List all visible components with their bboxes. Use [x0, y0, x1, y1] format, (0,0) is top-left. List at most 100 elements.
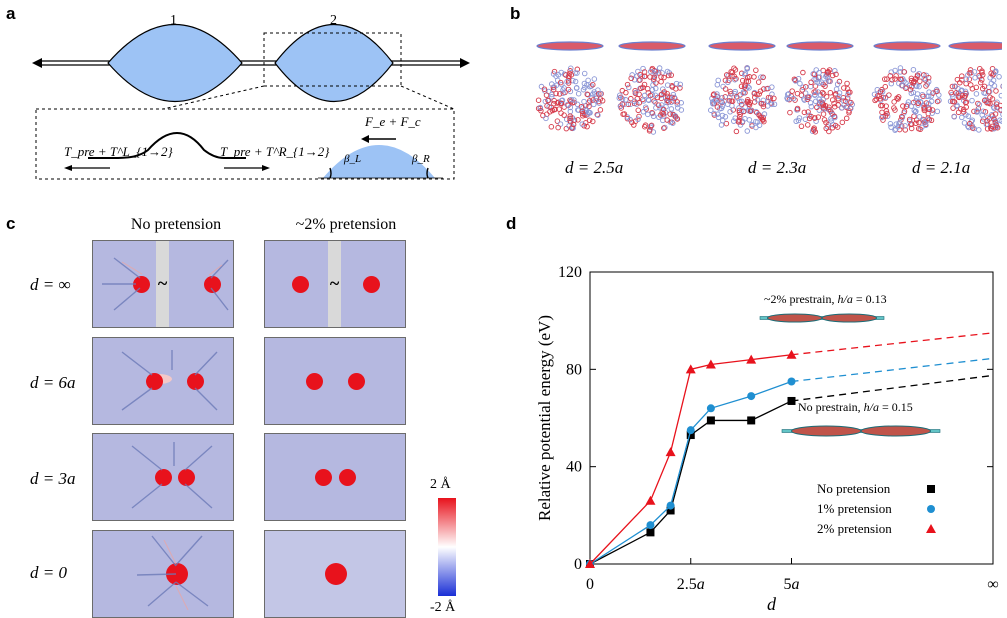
left-tension-label: T_pre + T^L_{1→2}: [64, 144, 173, 159]
bubble: [133, 276, 150, 293]
energy-chart: 0 40 80 120 0 2.5a 5a ∞ d Relative potential ener…: [535, 264, 999, 614]
bubble: [187, 373, 204, 390]
bubble-1-label: 1: [170, 13, 177, 28]
series-dashed-extension: [791, 332, 994, 356]
force-label: F_e + F_c: [365, 114, 421, 129]
panel-d-letter: d: [506, 214, 517, 233]
inset-no-prestrain: [781, 425, 941, 437]
strain-map-inf-2pct: ~: [264, 240, 406, 328]
bubble-top-view: [947, 65, 1002, 133]
separation-label-3: d = 2.1a: [912, 158, 971, 177]
y-tick-label: 80: [566, 361, 582, 378]
beta-left-label: β_L: [344, 153, 362, 165]
bubble: [155, 469, 172, 486]
colorbar-max-label: 2 Å: [430, 477, 451, 492]
bubble-2-label: 2: [330, 13, 337, 28]
row-label-inf: d = ∞: [30, 275, 71, 294]
legend-marker: [927, 505, 935, 513]
strain-map-6a-no-pretension: [92, 337, 234, 425]
bubble: [325, 563, 347, 585]
inset-label-none: No prestrain, h/a = 0.15: [798, 400, 913, 414]
data-point: [747, 416, 756, 425]
y-tick-label: 40: [566, 459, 582, 476]
gap-tilde: ~: [329, 273, 340, 293]
bubble-top-view: [616, 65, 685, 135]
x-tick-label: 5a: [784, 576, 800, 593]
data-point: [787, 396, 796, 405]
legend-label: 2% pretension: [817, 521, 892, 536]
bubble-top-view: [784, 67, 855, 135]
panel-a-diagram: [32, 23, 470, 180]
inset-2pct-prestrain: [759, 313, 885, 323]
x-axis-label: d: [767, 594, 777, 614]
row-label-6a: d = 6a: [30, 373, 76, 392]
membrane-side-view: [948, 41, 1002, 51]
data-point: [747, 392, 756, 401]
column-header-2pct-pretension: ~2% pretension: [295, 216, 397, 233]
strain-map-3a-2pct: [264, 433, 406, 521]
data-point: [786, 349, 797, 359]
y-tick-label: 120: [558, 264, 582, 281]
bubble: [339, 469, 356, 486]
data-point: [645, 495, 656, 505]
strain-map-3a-no-pretension: [92, 433, 234, 521]
data-point: [706, 404, 715, 413]
panel-c-letter: c: [6, 214, 16, 233]
legend-label: 1% pretension: [817, 501, 892, 516]
data-point: [686, 426, 695, 435]
data-point: [665, 447, 676, 457]
series-line: [589, 354, 792, 565]
bubble: [363, 276, 380, 293]
bubble-top-view: [535, 65, 606, 132]
bubble: [348, 373, 365, 390]
bubble-top-view: [708, 65, 778, 135]
bubble: [146, 373, 163, 390]
data-point: [787, 377, 796, 386]
series-line: [589, 400, 792, 565]
legend-marker: [927, 485, 935, 493]
membrane-side-view: [786, 41, 854, 51]
x-tick-label: ∞: [987, 576, 998, 593]
legend-marker: [926, 524, 936, 533]
strain-map-0-no-pretension: [92, 530, 234, 618]
data-point: [685, 364, 696, 374]
strain-map-inf-no-pretension: ~: [92, 240, 234, 328]
separation-label-2: d = 2.3a: [748, 158, 807, 177]
legend-label: No pretension: [817, 481, 891, 496]
separation-label-1: d = 2.5a: [565, 158, 624, 177]
data-point: [666, 501, 675, 510]
data-point: [705, 359, 716, 369]
data-point: [746, 354, 757, 364]
data-point: [646, 521, 655, 530]
bubble: [292, 276, 309, 293]
membrane-side-view: [708, 41, 776, 51]
series-dashed-extension: [791, 374, 994, 402]
data-point: [646, 528, 655, 537]
right-tension-label: T_pre + T^R_{1→2}: [220, 144, 330, 159]
strain-map-0-2pct: [264, 530, 406, 618]
panel-a-letter: a: [6, 4, 16, 23]
colorbar: [438, 498, 456, 596]
series-dashed-extension: [791, 357, 994, 383]
bubble: [166, 563, 188, 585]
bubble: [178, 469, 195, 486]
data-point: [686, 431, 695, 440]
row-label-0: d = 0: [30, 563, 67, 582]
strain-map-6a-2pct: [264, 337, 406, 425]
series-line: [589, 380, 792, 565]
bubble: [306, 373, 323, 390]
inset-label-2pct: ~2% prestrain, h/a = 0.13: [764, 292, 887, 306]
beta-right-label: β_R: [412, 153, 430, 165]
data-point: [585, 559, 595, 568]
bubble-top-view: [871, 65, 942, 133]
membrane-side-view: [536, 41, 604, 51]
data-point: [666, 506, 675, 515]
membrane-side-view: [618, 41, 686, 51]
y-axis-label: Relative potential energy (eV): [535, 315, 554, 521]
bubble-1: [107, 23, 243, 103]
bubble: [204, 276, 221, 293]
data-point: [706, 416, 715, 425]
bubble-2: [274, 24, 394, 102]
bubble: [315, 469, 332, 486]
column-header-no-pretension: No pretension: [130, 216, 222, 233]
